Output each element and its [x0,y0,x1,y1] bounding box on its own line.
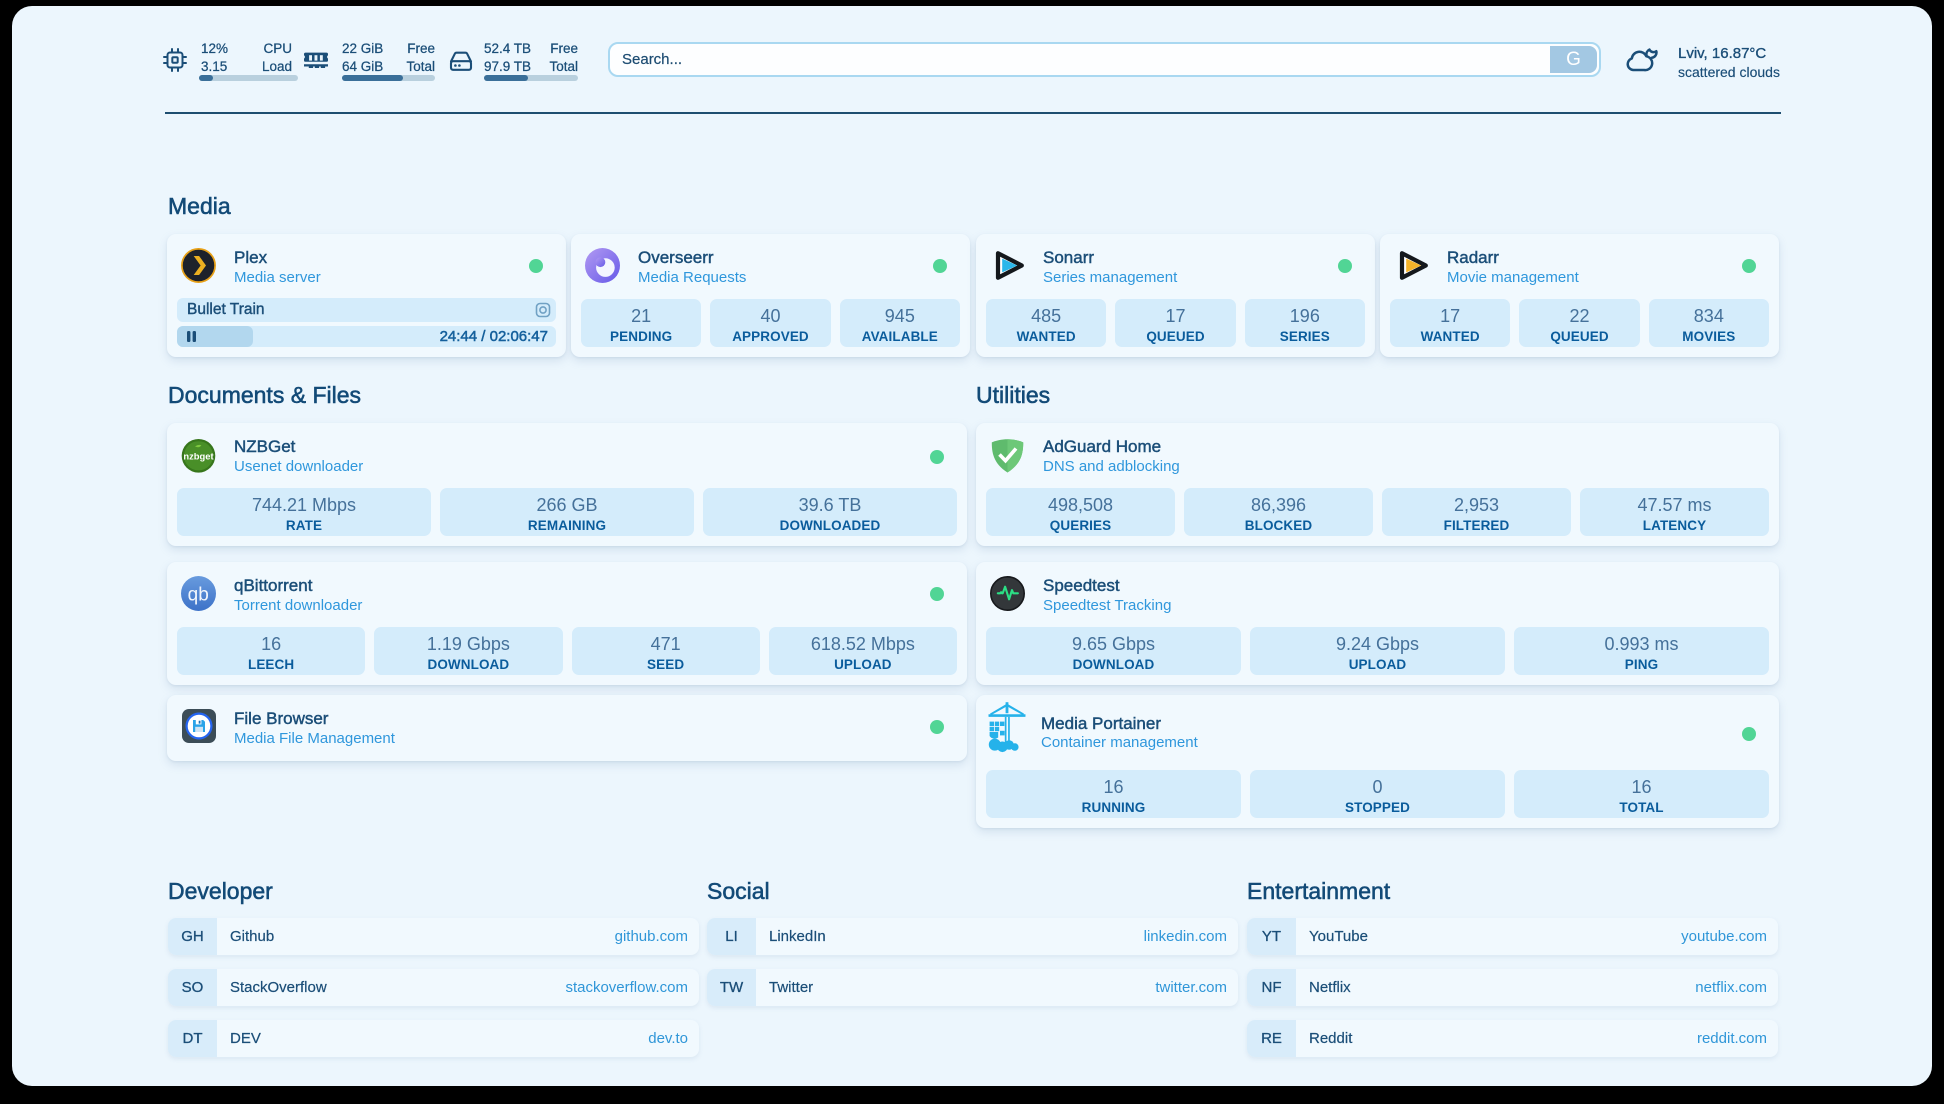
svg-text:nzbget: nzbget [183,451,213,462]
svg-text:qb: qb [188,585,209,606]
